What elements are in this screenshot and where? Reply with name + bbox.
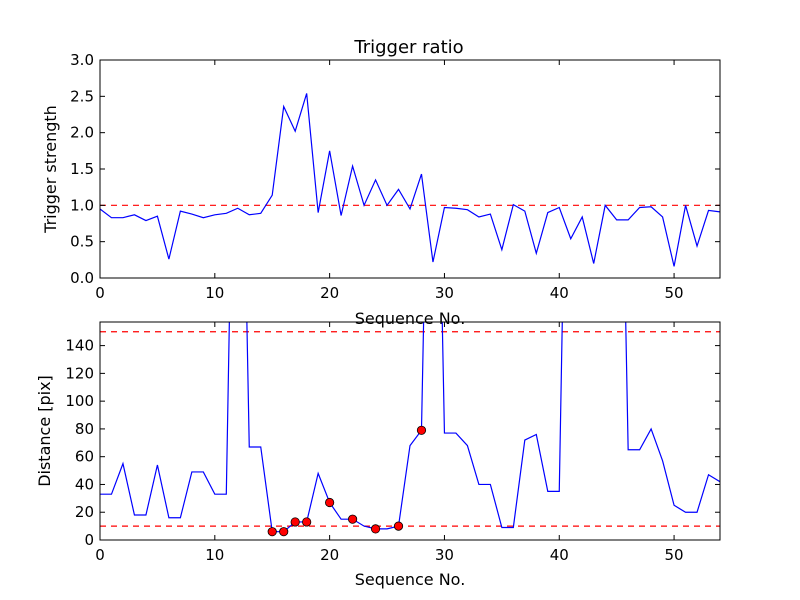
y-tick-label: 3.0 <box>70 51 94 69</box>
x-tick-label: 20 <box>320 546 339 564</box>
y-tick-label: 2.5 <box>70 87 94 105</box>
x-axis-label: Sequence No. <box>355 570 466 589</box>
data-point-marker <box>416 425 427 435</box>
x-tick-label: 40 <box>550 546 569 564</box>
y-tick-label: 0 <box>84 531 94 549</box>
series-line <box>100 93 720 267</box>
y-axis-ticks: 0.0 0.5 1.0 1.5 2.0 2.5 3.0 <box>70 51 720 287</box>
plot-area <box>100 93 720 267</box>
y-axis-label: Distance [pix] <box>35 375 54 487</box>
x-tick-label: 0 <box>95 546 105 564</box>
distance-chart: 0 10 20 30 40 50 0 20 40 60 80 100 120 140 Sequence … <box>35 321 721 589</box>
axes-frame <box>99 321 721 541</box>
y-tick-label: 140 <box>65 337 94 355</box>
data-point-marker <box>325 497 335 508</box>
x-axis-ticks: 0 10 20 30 40 50 <box>95 322 684 564</box>
data-point-marker <box>393 521 404 531</box>
y-tick-label: 1.5 <box>70 160 94 178</box>
data-point-marker <box>290 517 300 527</box>
data-point-marker <box>267 527 277 537</box>
x-tick-label: 30 <box>435 546 454 564</box>
y-tick-label: 100 <box>65 392 94 410</box>
selected-markers <box>267 425 427 537</box>
y-axis-label: Trigger strength <box>41 105 60 234</box>
y-tick-label: 120 <box>65 364 94 382</box>
data-point-marker <box>279 527 289 537</box>
x-tick-label: 0 <box>95 284 105 302</box>
x-tick-label: 10 <box>205 546 224 564</box>
y-tick-label: 2.0 <box>70 124 94 142</box>
chart-title: Trigger ratio <box>353 37 463 58</box>
y-tick-label: 20 <box>75 503 94 521</box>
x-tick-label: 40 <box>550 284 569 302</box>
y-tick-label: 40 <box>75 475 94 493</box>
x-tick-label: 30 <box>435 284 454 302</box>
x-tick-label: 20 <box>320 284 339 302</box>
y-tick-label: 0.5 <box>70 233 94 251</box>
x-axis-label: Sequence No. <box>355 309 466 328</box>
trigger-ratio-chart: Trigger ratio 0 10 20 30 40 50 0.0 0.5 1.0 1.5 2.… <box>41 37 721 328</box>
x-tick-label: 10 <box>205 284 224 302</box>
x-tick-label: 50 <box>665 546 684 564</box>
x-axis-ticks: 0 10 20 30 40 50 <box>95 60 684 302</box>
x-tick-label: 50 <box>665 284 684 302</box>
data-point-marker <box>347 514 358 524</box>
plot-area <box>100 322 720 533</box>
data-point-marker <box>370 524 381 534</box>
y-tick-label: 60 <box>75 448 94 466</box>
y-tick-label: 1.0 <box>70 196 94 214</box>
threshold-lines <box>100 331 720 527</box>
y-axis-ticks: 0 20 40 60 80 100 120 140 <box>65 337 720 549</box>
series-line <box>100 322 720 533</box>
y-tick-label: 0.0 <box>70 269 94 287</box>
data-point-marker <box>302 517 312 527</box>
y-tick-label: 80 <box>75 420 94 438</box>
